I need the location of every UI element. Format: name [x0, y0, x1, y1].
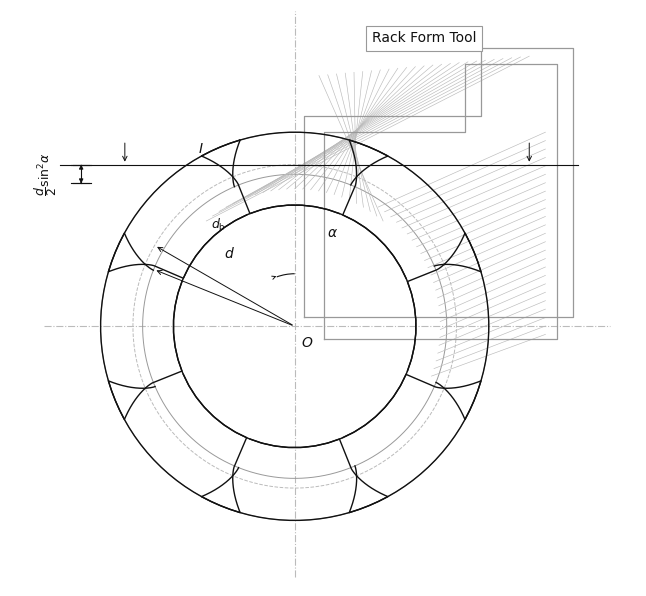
- Text: Rack Form Tool: Rack Form Tool: [372, 32, 476, 45]
- Text: $d_{\mathrm{b}}$: $d_{\mathrm{b}}$: [211, 218, 225, 234]
- Text: $d$: $d$: [224, 246, 234, 262]
- Text: $I$: $I$: [198, 142, 203, 156]
- Text: $\alpha$: $\alpha$: [327, 226, 338, 240]
- Text: $\dfrac{d}{2}\sin^2\!\alpha$: $\dfrac{d}{2}\sin^2\!\alpha$: [32, 152, 59, 195]
- Text: $O$: $O$: [301, 336, 313, 350]
